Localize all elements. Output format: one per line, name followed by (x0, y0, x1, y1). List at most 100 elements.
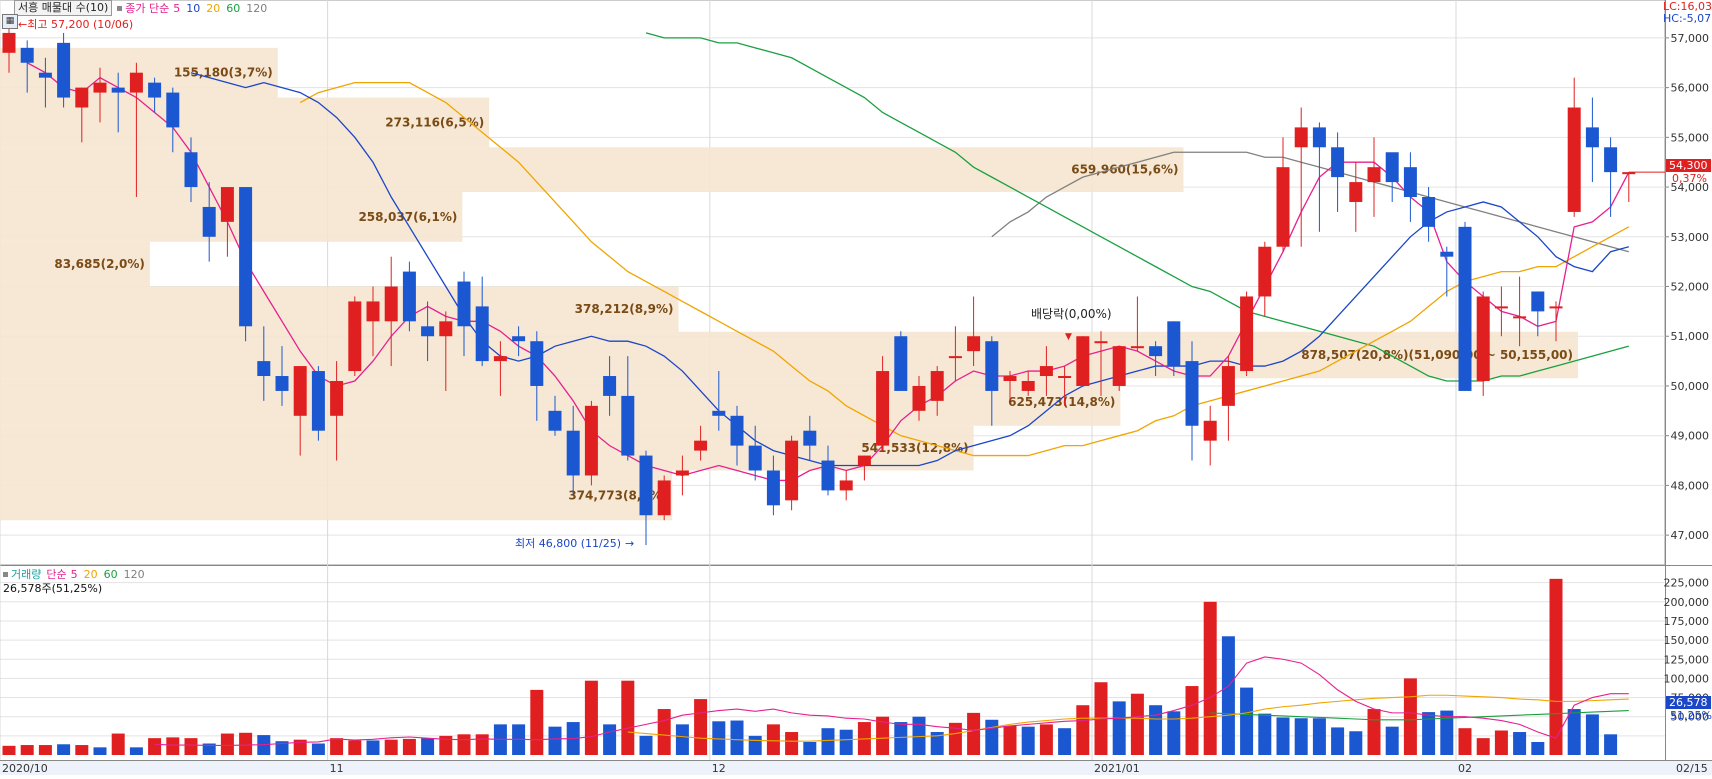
candle-body[interactable] (1221, 366, 1235, 406)
candle-body[interactable] (1112, 346, 1126, 386)
volume-bar[interactable] (421, 738, 435, 755)
volume-bar[interactable] (57, 744, 71, 755)
candle-body[interactable] (657, 480, 671, 516)
candle-body[interactable] (1476, 296, 1490, 381)
volume-bar[interactable] (712, 721, 726, 755)
candle-body[interactable] (1440, 251, 1454, 257)
volume-bar[interactable] (621, 680, 635, 755)
grid-toggle-icon[interactable]: ▦ (2, 14, 18, 29)
volume-bar[interactable] (839, 729, 853, 755)
candle-body[interactable] (694, 440, 708, 451)
volume-bar[interactable] (1476, 738, 1490, 755)
volume-bar[interactable] (748, 735, 762, 755)
candle-body[interactable] (1058, 376, 1072, 379)
candle-body[interactable] (1567, 107, 1581, 212)
volume-bar[interactable] (1130, 693, 1144, 755)
candle-body[interactable] (748, 445, 762, 471)
volume-bar[interactable] (184, 738, 198, 755)
candle-body[interactable] (712, 410, 726, 416)
candles[interactable] (2, 27, 1636, 546)
volume-bar[interactable] (766, 724, 780, 755)
volume-bar[interactable] (457, 734, 471, 755)
candle-body[interactable] (876, 371, 890, 446)
volume-bar[interactable] (366, 740, 380, 755)
candle-body[interactable] (1094, 341, 1108, 344)
candle-body[interactable] (75, 87, 89, 108)
volume-bar[interactable] (1112, 701, 1126, 755)
candle-body[interactable] (1331, 147, 1345, 178)
candle-body[interactable] (293, 366, 307, 416)
volume-bar[interactable] (1585, 714, 1599, 755)
volume-bar[interactable] (439, 735, 453, 755)
candle-body[interactable] (1531, 291, 1545, 312)
volume-bar[interactable] (894, 722, 908, 755)
candle-body[interactable] (1403, 167, 1417, 198)
candle-body[interactable] (366, 301, 380, 322)
volume-bar[interactable] (1294, 718, 1308, 755)
candle-body[interactable] (184, 152, 198, 188)
candle-body[interactable] (512, 336, 526, 342)
candle-body[interactable] (1258, 246, 1272, 297)
stock-title[interactable]: 서흥 매물대 수(10) (14, 0, 113, 16)
volume-bar[interactable] (330, 738, 344, 755)
volume-bar[interactable] (821, 728, 835, 755)
candle-body[interactable] (1021, 380, 1035, 391)
volume-bar[interactable] (603, 724, 617, 755)
candle-body[interactable] (985, 341, 999, 391)
volume-bar[interactable] (1531, 741, 1545, 755)
volume-bar[interactable] (1221, 636, 1235, 755)
candle-body[interactable] (239, 187, 253, 327)
volume-bar[interactable] (475, 734, 489, 755)
volume-bar[interactable] (111, 733, 125, 755)
candle-body[interactable] (1585, 127, 1599, 148)
volume-bar[interactable] (694, 699, 708, 755)
candle-body[interactable] (857, 455, 871, 466)
volume-bar[interactable] (1003, 725, 1017, 755)
volume-bar[interactable] (1422, 712, 1436, 755)
volume-bar[interactable] (348, 740, 362, 755)
volume-bar[interactable] (1494, 730, 1508, 755)
volume-bar[interactable] (166, 737, 180, 755)
volume-bar[interactable] (220, 733, 234, 755)
candle-body[interactable] (421, 326, 435, 337)
volume-bar[interactable] (639, 735, 653, 755)
candle-body[interactable] (457, 281, 471, 327)
volume-bar[interactable] (1331, 727, 1345, 755)
volume-bar[interactable] (785, 732, 799, 755)
candle-body[interactable] (967, 336, 981, 352)
volume-bar[interactable] (548, 726, 562, 755)
volume-bar[interactable] (1021, 726, 1035, 755)
volume-bar[interactable] (1385, 726, 1399, 755)
volume-bar[interactable] (1039, 724, 1053, 755)
candle-body[interactable] (493, 356, 507, 362)
candle-body[interactable] (384, 286, 398, 322)
volume-bar[interactable] (20, 745, 34, 755)
candle-body[interactable] (912, 385, 926, 411)
candle-body[interactable] (584, 405, 598, 476)
volume-bar[interactable] (948, 722, 962, 755)
candle-body[interactable] (566, 430, 580, 476)
volume-bar[interactable] (1458, 728, 1472, 755)
volume-bar[interactable] (1604, 734, 1618, 755)
candle-body[interactable] (1622, 172, 1636, 175)
volume-bar[interactable] (1149, 705, 1163, 755)
volume-bar[interactable] (803, 741, 817, 755)
candle-body[interactable] (530, 341, 544, 386)
candle-body[interactable] (1604, 147, 1618, 173)
candle-body[interactable] (1312, 127, 1326, 148)
candle-body[interactable] (821, 460, 835, 491)
candle-body[interactable] (20, 47, 34, 63)
candle-body[interactable] (930, 371, 944, 401)
candle-body[interactable] (1149, 346, 1163, 357)
candle-body[interactable] (1185, 361, 1199, 426)
volume-bar[interactable] (129, 747, 143, 755)
candle-body[interactable] (38, 72, 52, 78)
volume-bar[interactable] (930, 732, 944, 755)
volume-bar[interactable] (1185, 686, 1199, 755)
candle-body[interactable] (1494, 306, 1508, 309)
volume-bar[interactable] (293, 739, 307, 755)
volume-bar[interactable] (1203, 601, 1217, 755)
volume-bar[interactable] (1403, 678, 1417, 755)
